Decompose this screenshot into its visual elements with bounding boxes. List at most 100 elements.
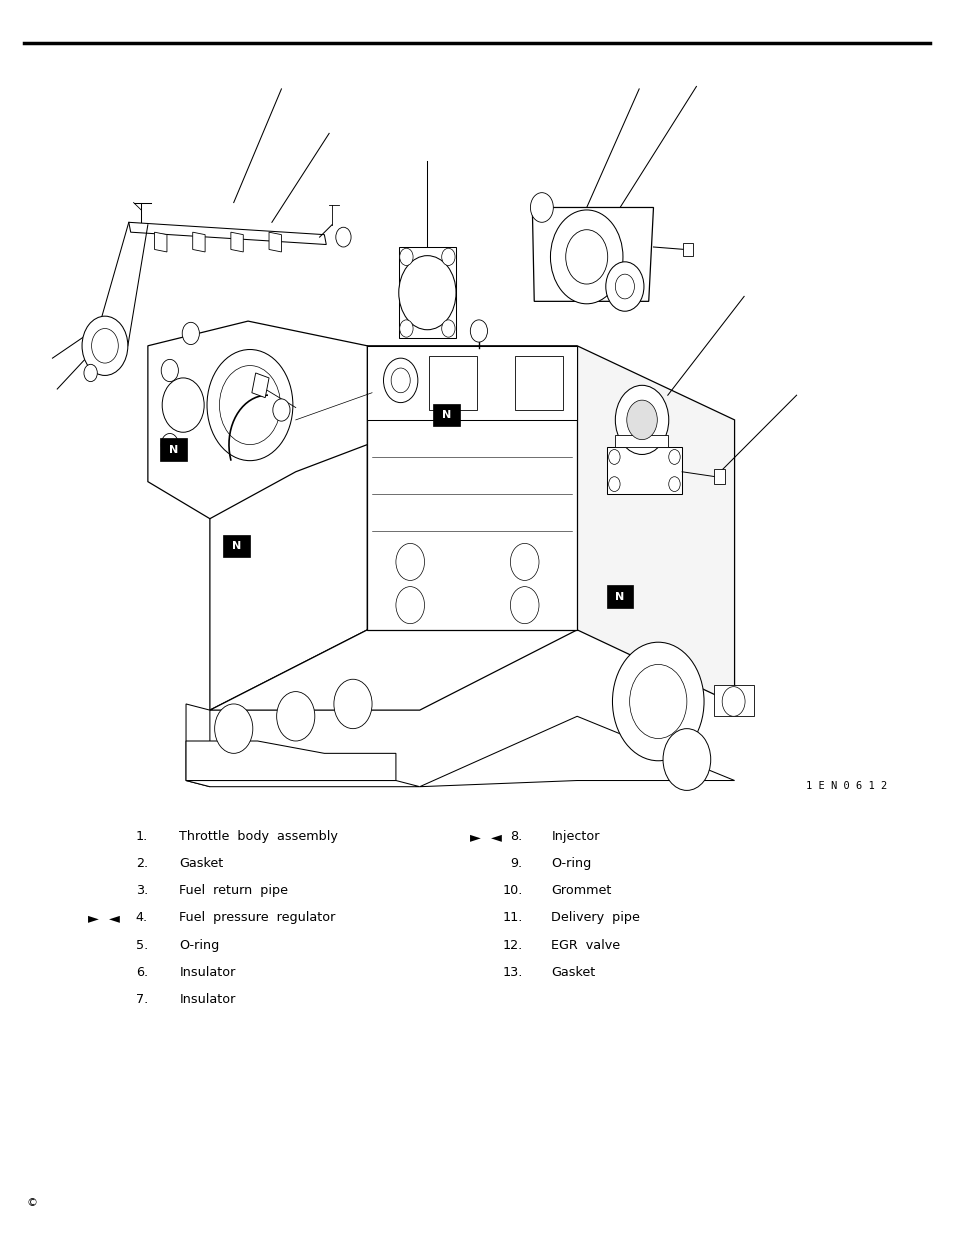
Circle shape — [550, 210, 622, 304]
Circle shape — [668, 450, 679, 464]
Text: 10.: 10. — [502, 884, 522, 898]
Polygon shape — [398, 247, 456, 338]
Circle shape — [530, 193, 553, 222]
Circle shape — [162, 378, 204, 432]
Text: Fuel  return  pipe: Fuel return pipe — [179, 884, 288, 898]
Circle shape — [668, 477, 679, 492]
Circle shape — [605, 262, 643, 311]
Text: 7.: 7. — [135, 993, 148, 1007]
Polygon shape — [129, 222, 326, 245]
Polygon shape — [367, 346, 577, 420]
Circle shape — [334, 679, 372, 729]
Text: 3.: 3. — [135, 884, 148, 898]
Circle shape — [383, 358, 417, 403]
Circle shape — [207, 350, 293, 461]
Text: 13.: 13. — [502, 966, 522, 979]
Polygon shape — [682, 243, 692, 256]
Circle shape — [84, 364, 97, 382]
Circle shape — [391, 368, 410, 393]
Text: ◄: ◄ — [490, 830, 501, 844]
Text: Insulator: Insulator — [179, 993, 235, 1007]
Text: Grommet: Grommet — [551, 884, 611, 898]
Polygon shape — [154, 232, 167, 252]
Polygon shape — [515, 356, 562, 410]
Polygon shape — [532, 207, 653, 301]
Text: 1.: 1. — [135, 830, 148, 844]
Polygon shape — [419, 716, 734, 787]
Circle shape — [214, 704, 253, 753]
Text: 9.: 9. — [510, 857, 522, 871]
Circle shape — [608, 477, 619, 492]
Text: 12.: 12. — [502, 939, 522, 952]
Text: O-ring: O-ring — [551, 857, 591, 871]
Polygon shape — [713, 685, 753, 716]
Circle shape — [161, 359, 178, 382]
Polygon shape — [210, 346, 367, 710]
Polygon shape — [433, 404, 459, 426]
Text: 4.: 4. — [135, 911, 148, 925]
Circle shape — [441, 248, 455, 266]
Circle shape — [608, 450, 619, 464]
Polygon shape — [160, 438, 187, 461]
Circle shape — [395, 587, 424, 624]
Circle shape — [470, 320, 487, 342]
Text: Gasket: Gasket — [179, 857, 223, 871]
Circle shape — [82, 316, 128, 375]
Text: 8.: 8. — [510, 830, 522, 844]
Polygon shape — [606, 447, 681, 494]
Circle shape — [399, 320, 413, 337]
Text: ◄: ◄ — [109, 911, 120, 925]
Polygon shape — [577, 346, 734, 704]
Text: Insulator: Insulator — [179, 966, 235, 979]
Circle shape — [273, 399, 290, 421]
Polygon shape — [210, 630, 577, 710]
Text: ►: ► — [88, 911, 99, 925]
Polygon shape — [252, 373, 269, 398]
Circle shape — [161, 433, 178, 456]
Polygon shape — [148, 321, 367, 519]
Polygon shape — [210, 346, 577, 420]
Circle shape — [612, 642, 703, 761]
Circle shape — [662, 729, 710, 790]
Text: Gasket: Gasket — [551, 966, 595, 979]
Text: Injector: Injector — [551, 830, 599, 844]
Circle shape — [182, 322, 199, 345]
Circle shape — [219, 366, 280, 445]
Circle shape — [615, 274, 634, 299]
Polygon shape — [367, 346, 577, 630]
Polygon shape — [223, 535, 250, 557]
Circle shape — [335, 227, 351, 247]
Circle shape — [91, 329, 118, 363]
Circle shape — [626, 400, 657, 440]
Polygon shape — [429, 356, 476, 410]
Text: N: N — [169, 445, 178, 454]
Text: N: N — [615, 592, 624, 601]
Circle shape — [395, 543, 424, 580]
Polygon shape — [186, 781, 419, 787]
Circle shape — [510, 543, 538, 580]
Circle shape — [441, 320, 455, 337]
Circle shape — [398, 256, 456, 330]
Text: Throttle  body  assembly: Throttle body assembly — [179, 830, 338, 844]
Circle shape — [721, 687, 744, 716]
Text: ©: © — [27, 1198, 38, 1208]
Circle shape — [565, 230, 607, 284]
Polygon shape — [606, 585, 633, 608]
Text: 1 E N 0 6 1 2: 1 E N 0 6 1 2 — [805, 781, 886, 790]
Text: Delivery  pipe: Delivery pipe — [551, 911, 639, 925]
Polygon shape — [186, 704, 210, 787]
Circle shape — [510, 587, 538, 624]
Text: N: N — [441, 410, 451, 420]
Text: 5.: 5. — [135, 939, 148, 952]
Circle shape — [629, 664, 686, 739]
Polygon shape — [186, 741, 395, 781]
Circle shape — [276, 692, 314, 741]
Text: N: N — [232, 541, 241, 551]
Circle shape — [399, 248, 413, 266]
Polygon shape — [713, 469, 724, 484]
Text: 2.: 2. — [135, 857, 148, 871]
Polygon shape — [193, 232, 205, 252]
Polygon shape — [615, 435, 667, 447]
Text: ►: ► — [469, 830, 480, 844]
Polygon shape — [231, 232, 243, 252]
